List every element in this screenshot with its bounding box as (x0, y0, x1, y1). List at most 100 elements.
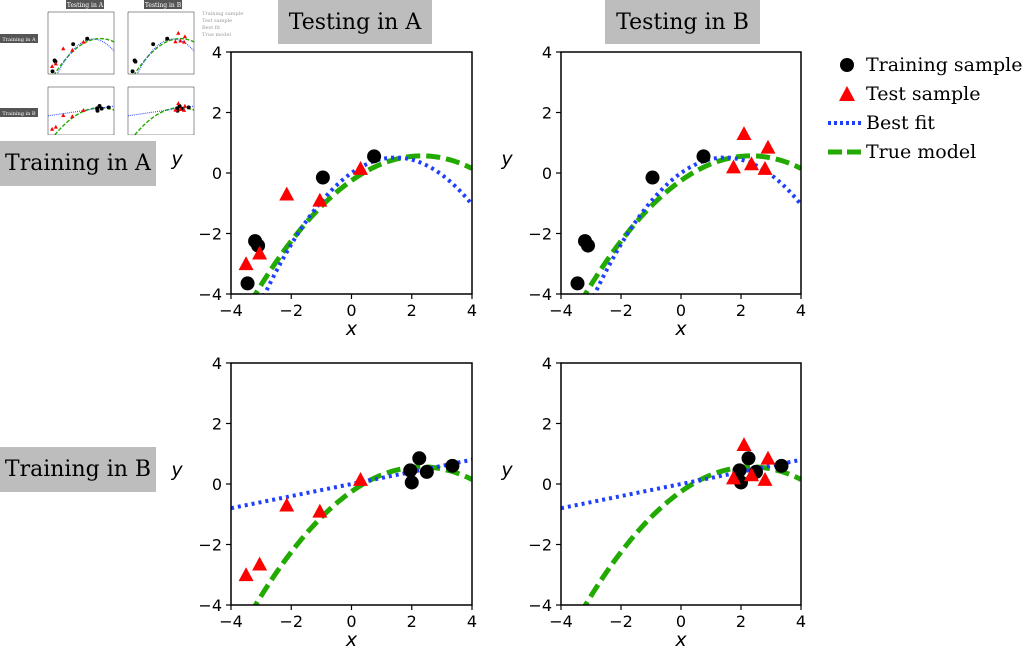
true-model-line (252, 153, 472, 294)
y-axis-label: y (500, 148, 513, 170)
plot-frame (47, 11, 115, 75)
x-axis-label: x (345, 318, 358, 340)
test-sample-point (182, 103, 188, 108)
y-tick-label: 4 (212, 43, 222, 62)
x-tick-label: 2 (736, 612, 746, 631)
test-sample-point (760, 139, 776, 154)
y-tick-label: 0 (542, 475, 552, 494)
x-tick-label: 2 (407, 612, 417, 631)
test-sample-point (70, 114, 75, 119)
best-fit-line (262, 155, 472, 294)
column-header-testing-b: Testing in B (605, 0, 760, 44)
training-sample-point (581, 238, 595, 253)
legend-item-best-fit: Best fit (828, 108, 1023, 137)
x-tick-label: −4 (219, 301, 243, 320)
y-tick-label: 2 (212, 415, 222, 434)
test-sample-point (760, 450, 776, 465)
x-tick-label: 0 (346, 301, 356, 320)
test-sample-point (81, 39, 86, 44)
y-tick-label: 2 (542, 104, 552, 123)
y-tick-label: −4 (198, 285, 222, 304)
training-sample-point (419, 464, 434, 479)
x-tick-label: −4 (549, 301, 573, 320)
x-tick-label: 2 (407, 301, 417, 320)
thumb-header-row-b (0, 108, 38, 117)
y-axis-label: y (170, 459, 183, 481)
test-sample-point (252, 556, 268, 571)
test-sample-point (81, 108, 86, 112)
test-sample-point (238, 256, 254, 271)
chart-panel (47, 11, 115, 75)
test-sample-point (178, 107, 183, 111)
row-header-training-a: Training in A (0, 141, 156, 186)
test-sample-point (70, 47, 75, 52)
best-fit-line (592, 155, 801, 294)
legend-label: Best fit (866, 111, 935, 134)
y-tick-label: 4 (542, 43, 552, 62)
test-sample-point (353, 471, 369, 486)
x-tick-label: −2 (609, 301, 633, 320)
best-fit-line (136, 38, 194, 74)
y-tick-label: 0 (212, 164, 222, 183)
x-tick-label: −2 (279, 612, 303, 631)
test-sample-point (182, 34, 188, 39)
thumb-header-col-a-text: Testing in A (67, 2, 104, 9)
x-tick-label: −4 (219, 612, 243, 631)
test-sample-point (279, 186, 295, 201)
x-axis-label: x (674, 318, 687, 340)
x-tick-label: 4 (467, 612, 477, 631)
training-sample-point (151, 42, 156, 47)
circle-marker-icon (828, 55, 866, 75)
training-sample-point (645, 170, 660, 185)
thumb-header-col-b-text: Testing in B (145, 2, 182, 9)
x-tick-label: −2 (279, 301, 303, 320)
test-sample-point (178, 38, 183, 43)
training-sample-point (186, 105, 191, 110)
x-tick-label: 4 (796, 301, 806, 320)
y-tick-label: −4 (528, 285, 552, 304)
legend: Training sample Test sample Best fit Tru… (828, 50, 1023, 166)
legend-label: Test sample (866, 82, 981, 105)
test-sample-point (252, 245, 268, 260)
training-sample-point (106, 105, 111, 110)
thumb-legend-item: True model (202, 32, 231, 38)
training-sample-point (367, 149, 382, 164)
thumb-header-row-b-text: Training in B (2, 111, 36, 117)
dashed-line-icon (828, 142, 866, 162)
test-sample-point (61, 113, 66, 117)
chart-panel (47, 86, 115, 135)
training-sample-point (71, 42, 76, 47)
training-sample-point (95, 108, 100, 113)
y-tick-label: −2 (198, 536, 222, 555)
legend-item-true-model: True model (828, 137, 1023, 166)
dotted-line-icon (828, 113, 866, 133)
y-tick-label: 4 (212, 354, 222, 373)
y-tick-label: 0 (212, 475, 222, 494)
y-tick-label: 2 (542, 415, 552, 434)
test-sample-point (312, 503, 328, 518)
chart-panel (127, 11, 195, 75)
x-tick-label: 0 (676, 612, 686, 631)
thumb-legend: Training sample Test sample Best fit Tru… (202, 11, 243, 38)
x-tick-label: 0 (676, 301, 686, 320)
plot-frame (127, 11, 195, 75)
x-tick-label: −2 (609, 612, 633, 631)
column-header-testing-a: Testing in A (278, 0, 432, 44)
y-tick-label: −4 (528, 596, 552, 615)
test-sample-point (726, 470, 741, 485)
test-sample-point (279, 497, 295, 512)
training-sample-point (741, 451, 756, 466)
chart-panel: −4 −2 0 2 4 −4 −2 0 2 4 x y (170, 43, 477, 340)
test-sample-point (50, 126, 55, 131)
test-sample-point (744, 156, 759, 171)
chart-panel: −4 −2 0 2 4 −4 −2 0 2 4 x y (500, 354, 806, 651)
test-sample-point (173, 39, 178, 44)
chart-panel: −4 −2 0 2 4 −4 −2 0 2 4 x y (500, 43, 806, 340)
test-sample-point (736, 126, 752, 141)
test-sample-point (53, 61, 58, 66)
true-model-line (53, 37, 114, 74)
training-sample-point (774, 458, 789, 473)
training-sample-point (130, 69, 135, 74)
test-sample-point (50, 64, 55, 69)
